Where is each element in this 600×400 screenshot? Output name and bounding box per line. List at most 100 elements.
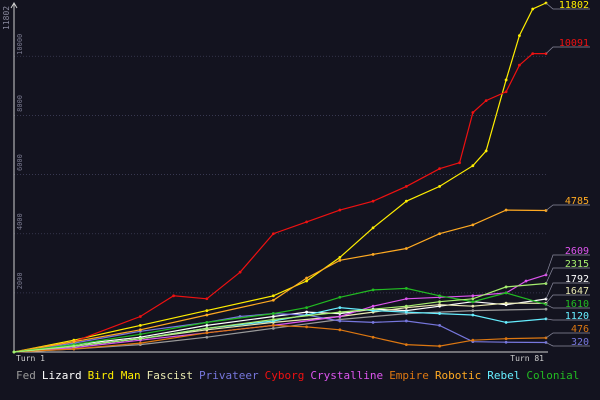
data-point (504, 337, 508, 341)
data-point (438, 303, 441, 307)
data-point (438, 323, 441, 327)
data-point (471, 309, 475, 313)
end-label: 476 (545, 324, 590, 339)
data-point (544, 307, 548, 311)
data-point (404, 304, 408, 308)
end-label: 320 (545, 337, 590, 348)
data-point (438, 344, 441, 348)
data-point (438, 167, 441, 171)
data-point (205, 313, 209, 317)
data-point (205, 331, 209, 335)
y-tick-labels: 2000 4000 6000 8000 10000 (16, 34, 24, 290)
end-label-leader (545, 294, 590, 304)
data-point (338, 306, 342, 310)
data-point (305, 276, 308, 280)
data-point (371, 321, 375, 324)
legend-item: Lizard (41, 369, 82, 382)
end-label: 2609 (545, 246, 590, 275)
data-point (138, 341, 142, 345)
data-point (138, 337, 142, 341)
data-point (471, 297, 475, 301)
end-label: 1610 (545, 299, 590, 310)
legend-item: Rebel (487, 369, 521, 382)
data-point (305, 310, 308, 314)
data-point (338, 295, 342, 299)
data-point (438, 232, 441, 236)
end-label-value: 1610 (565, 299, 589, 310)
data-point (205, 297, 209, 301)
data-point (305, 325, 308, 329)
data-point (471, 338, 475, 342)
data-point (271, 323, 275, 327)
gridlines (14, 55, 546, 294)
data-point (205, 323, 209, 327)
data-point (438, 185, 441, 188)
data-point (531, 7, 535, 11)
data-point (305, 306, 308, 310)
data-point (438, 312, 441, 315)
data-point (205, 309, 209, 313)
legend-item: Cyborg (264, 369, 305, 382)
legend-item: Empire (389, 369, 429, 382)
data-point (504, 78, 508, 82)
end-label-leader (545, 204, 590, 211)
data-point (404, 185, 408, 188)
data-point (371, 199, 375, 203)
end-labels: 1792 11802 1647 320 10091 2609 476 4785 11201610… (545, 0, 590, 348)
data-point (138, 315, 142, 318)
data-point (504, 90, 508, 94)
series-line (12, 208, 548, 354)
x-tick-label: Turn 81 (510, 354, 544, 363)
data-point (484, 99, 488, 103)
data-point (138, 323, 142, 327)
y-tick-label: 2000 (16, 272, 24, 289)
data-point (338, 258, 342, 262)
data-point (471, 164, 475, 168)
end-label-leader (545, 2, 590, 10)
data-point (138, 332, 142, 336)
series-lines (12, 1, 548, 354)
end-label-value: 2609 (565, 246, 589, 257)
data-point (305, 279, 308, 283)
data-point (271, 294, 275, 298)
data-point (271, 232, 275, 236)
data-point (458, 161, 461, 165)
data-point (271, 298, 275, 302)
y-tick-label: 6000 (16, 154, 24, 171)
data-point (338, 208, 342, 212)
data-point (404, 199, 408, 203)
data-point (305, 220, 308, 224)
end-label: 1792 (545, 274, 590, 300)
line-chart: 11802 2000 4000 6000 8000 10000 Turn 1 Turn 8… (2, 0, 590, 363)
end-label-value: 320 (571, 337, 589, 348)
y-tick-label: 10000 (16, 34, 24, 55)
data-point (205, 335, 209, 339)
data-point (471, 294, 475, 298)
data-point (404, 287, 408, 290)
end-label: 10091 (545, 38, 590, 54)
data-point (471, 223, 475, 227)
end-label-value: 4785 (565, 196, 589, 207)
data-point (371, 335, 375, 339)
end-label: 1120 (545, 311, 590, 322)
series-line (12, 52, 548, 354)
data-point (438, 294, 441, 298)
data-point (371, 304, 375, 308)
data-point (338, 328, 342, 332)
data-point (338, 310, 342, 314)
data-point (271, 312, 275, 315)
data-point (371, 309, 375, 313)
end-label: 11802 (545, 0, 590, 11)
data-point (504, 340, 508, 344)
end-label-value: 1792 (565, 274, 589, 285)
end-label: 2315 (545, 259, 590, 284)
data-point (172, 294, 176, 298)
end-label-leader (545, 332, 590, 339)
data-point (72, 344, 76, 348)
data-point (404, 310, 408, 314)
data-point (518, 63, 521, 67)
data-point (271, 318, 275, 321)
end-label-value: 10091 (559, 38, 589, 49)
data-point (72, 347, 76, 351)
data-point (471, 304, 475, 308)
